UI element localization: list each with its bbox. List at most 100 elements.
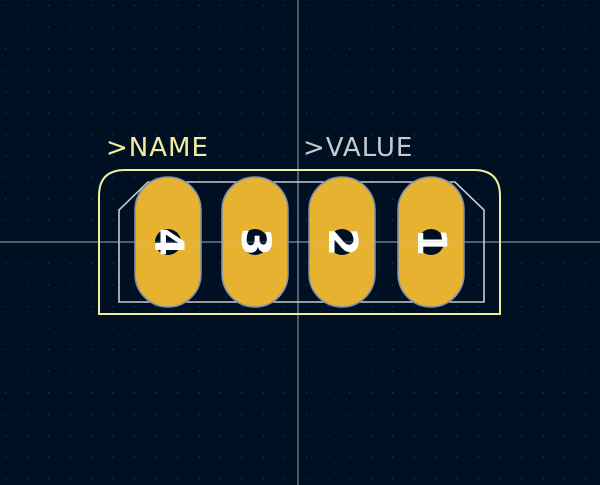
grid-dot bbox=[26, 155, 28, 157]
grid-dot bbox=[69, 5, 71, 7]
grid-dot bbox=[585, 413, 587, 415]
grid-dot bbox=[69, 284, 71, 286]
grid-dot bbox=[499, 349, 501, 351]
silkscreen-outline[interactable] bbox=[98, 169, 501, 315]
pad-1[interactable]: 1 bbox=[397, 176, 465, 308]
grid-dot bbox=[306, 155, 308, 157]
grid-dot bbox=[263, 91, 265, 93]
grid-dot bbox=[435, 327, 437, 329]
grid-dot bbox=[349, 69, 351, 71]
grid-dot bbox=[91, 435, 93, 437]
grid-dot bbox=[241, 413, 243, 415]
grid-dot bbox=[306, 435, 308, 437]
grid-dot bbox=[349, 5, 351, 7]
grid-dot bbox=[177, 112, 179, 114]
grid-dot bbox=[435, 435, 437, 437]
grid-dot bbox=[542, 220, 544, 222]
fab-outline[interactable] bbox=[118, 181, 485, 303]
grid-dot bbox=[112, 370, 114, 372]
grid-dot bbox=[155, 177, 157, 179]
grid-dot bbox=[220, 263, 222, 265]
grid-dot bbox=[26, 370, 28, 372]
grid-dot bbox=[220, 26, 222, 28]
pad-2[interactable]: 2 bbox=[308, 176, 376, 308]
grid-dot bbox=[112, 177, 114, 179]
grid-dot bbox=[392, 435, 394, 437]
grid-dot bbox=[478, 413, 480, 415]
grid-dot bbox=[241, 177, 243, 179]
grid-dot bbox=[91, 478, 93, 480]
grid-dot bbox=[112, 263, 114, 265]
pad-4[interactable]: 4 bbox=[134, 176, 202, 308]
grid-dot bbox=[5, 69, 7, 71]
grid-dot bbox=[521, 370, 523, 372]
grid-dot bbox=[134, 392, 136, 394]
grid-dot bbox=[413, 456, 415, 458]
grid-dot bbox=[392, 26, 394, 28]
grid-dot bbox=[585, 456, 587, 458]
grid-dot bbox=[542, 26, 544, 28]
grid-dot bbox=[413, 112, 415, 114]
grid-dot bbox=[263, 134, 265, 136]
grid-dot bbox=[585, 177, 587, 179]
grid-dot bbox=[69, 263, 71, 265]
grid-dot bbox=[220, 413, 222, 415]
grid-dot bbox=[521, 349, 523, 351]
grid-dot bbox=[392, 48, 394, 50]
grid-dot bbox=[284, 413, 286, 415]
grid-dot bbox=[134, 478, 136, 480]
grid-dot bbox=[69, 198, 71, 200]
grid-dot bbox=[91, 5, 93, 7]
grid-dot bbox=[413, 370, 415, 372]
grid-dot bbox=[564, 435, 566, 437]
grid-dot bbox=[392, 284, 394, 286]
grid-dot bbox=[521, 134, 523, 136]
grid-dot bbox=[456, 134, 458, 136]
grid-dot bbox=[220, 220, 222, 222]
grid-dot bbox=[241, 349, 243, 351]
grid-dot bbox=[499, 370, 501, 372]
grid-dot bbox=[26, 198, 28, 200]
grid-dot bbox=[370, 370, 372, 372]
name-field[interactable]: >NAME bbox=[106, 133, 209, 163]
grid-dot bbox=[499, 112, 501, 114]
grid-dot bbox=[284, 112, 286, 114]
pad-3[interactable]: 3 bbox=[221, 176, 289, 308]
grid-dot bbox=[134, 198, 136, 200]
grid-dot bbox=[306, 370, 308, 372]
grid-dot bbox=[306, 306, 308, 308]
grid-dot bbox=[198, 5, 200, 7]
grid-dot bbox=[521, 91, 523, 93]
grid-dot bbox=[392, 155, 394, 157]
value-field[interactable]: >VALUE bbox=[303, 133, 413, 163]
grid-dot bbox=[69, 155, 71, 157]
grid-dot bbox=[392, 112, 394, 114]
grid-dot bbox=[499, 413, 501, 415]
grid-dot bbox=[456, 5, 458, 7]
grid-dot bbox=[456, 112, 458, 114]
grid-dot bbox=[5, 263, 7, 265]
grid-dot bbox=[435, 456, 437, 458]
grid-dot bbox=[585, 91, 587, 93]
grid-dot bbox=[456, 413, 458, 415]
grid-dot bbox=[585, 26, 587, 28]
grid-dot bbox=[134, 370, 136, 372]
grid-dot bbox=[564, 155, 566, 157]
grid-dot bbox=[542, 263, 544, 265]
grid-dot bbox=[585, 284, 587, 286]
grid-dot bbox=[370, 456, 372, 458]
grid-dot bbox=[177, 392, 179, 394]
pad-1-number: 1 bbox=[408, 228, 454, 256]
grid-dot bbox=[48, 91, 50, 93]
grid-dot bbox=[521, 456, 523, 458]
grid-dot bbox=[392, 69, 394, 71]
grid-dot bbox=[392, 5, 394, 7]
grid-dot bbox=[435, 91, 437, 93]
grid-dot bbox=[478, 134, 480, 136]
grid-dot bbox=[134, 5, 136, 7]
grid-dot bbox=[134, 48, 136, 50]
grid-dot bbox=[198, 349, 200, 351]
grid-dot bbox=[349, 370, 351, 372]
grid-dot bbox=[413, 478, 415, 480]
